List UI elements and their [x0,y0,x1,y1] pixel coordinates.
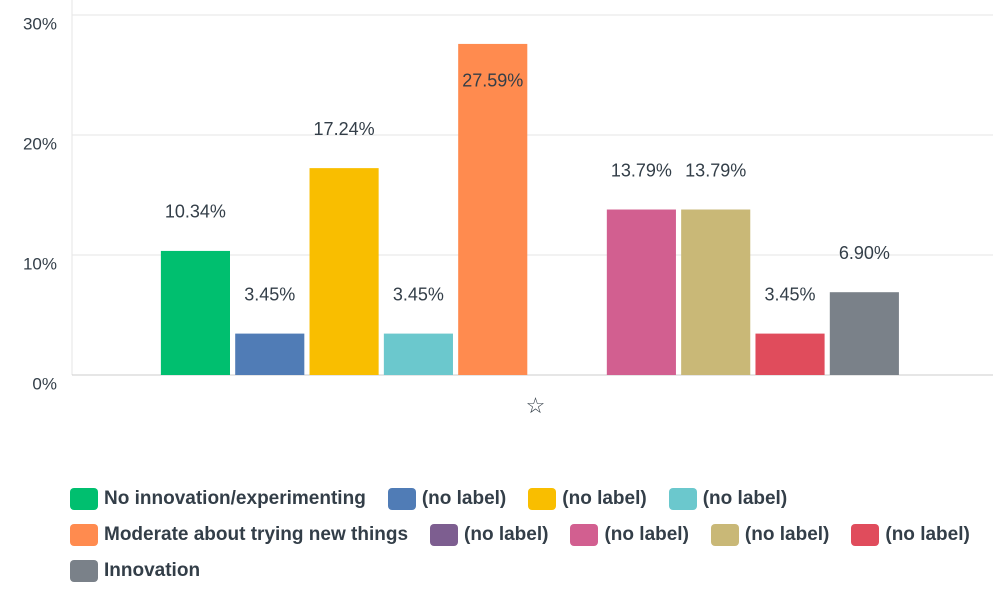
legend-label: (no label) [562,488,647,509]
bar [160,250,230,375]
legend-item: Innovation [70,560,200,582]
bar [309,168,379,375]
data-label: 3.45% [393,284,444,304]
legend-swatch [710,524,739,546]
legend-label: (no label) [702,488,788,509]
legend-label: (no label) [464,524,549,545]
legend-item: (no label) [387,488,507,510]
legend-swatch [851,524,880,546]
x-tick-label: ☆ [526,393,546,418]
legend-item: No innovation/experimenting [70,488,366,510]
data-label: 10.34% [165,202,226,222]
legend-item: Moderate about trying new things [70,524,408,546]
data-label: 3.45% [765,284,816,304]
bar [829,292,899,375]
legend-item: (no label) [528,488,647,510]
legend-swatch [387,488,416,510]
legend-swatch [528,488,557,510]
legend-swatch [430,524,459,546]
data-label: 27.59% [462,71,523,91]
legend-swatch [70,488,98,510]
data-label: 13.79% [685,160,746,180]
data-label: 6.90% [839,243,890,263]
legend-item: (no label) [851,524,970,546]
bar [383,333,453,375]
legend-label: (no label) [744,524,830,545]
data-label: 13.79% [611,160,672,180]
legend-swatch [570,524,599,546]
legend-item: (no label) [668,488,788,510]
legend-label: No innovation/experimenting [104,488,366,509]
legend-label: (no label) [885,524,970,545]
y-tick-label: 0% [32,374,57,393]
legend-item: (no label) [710,524,830,546]
legend-swatch [70,560,98,582]
legend-label: Moderate about trying new things [104,524,409,545]
legend-swatch [668,488,697,510]
legend-swatch [70,524,98,546]
bar [606,209,676,375]
legend-label: (no label) [604,524,689,545]
legend: No innovation/experimenting (no label) (no… [70,488,990,582]
bar [755,333,825,375]
y-tick-label: 30% [23,14,57,33]
bar [235,333,305,375]
data-label: 17.24% [314,119,375,139]
legend-label: (no label) [421,488,507,509]
legend-item: (no label) [430,524,548,546]
legend-item: (no label) [570,524,689,546]
y-tick-label: 20% [23,134,57,153]
bar [458,43,528,376]
bar [681,209,751,375]
chart: 0% 10% 20% 30% ☆ 10.34% 3.45% 17.24% 3.45% 27.59%… [23,0,993,418]
legend-label: Innovation [104,560,201,581]
data-label: 3.45% [244,284,295,304]
y-tick-label: 10% [23,254,57,273]
